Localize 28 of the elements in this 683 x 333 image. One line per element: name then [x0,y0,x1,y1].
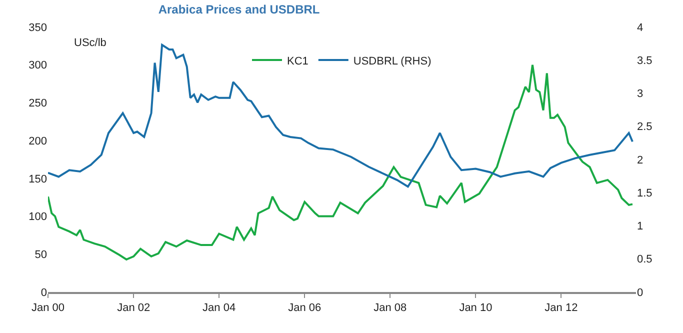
legend-label: USDBRL (RHS) [353,55,432,68]
x-tick-label: Jan 00 [31,302,65,314]
y-tick-label: 350 [28,22,47,34]
y-tick-label: 0 [40,286,47,299]
y2-tick-label: 1.5 [637,187,652,200]
y2-tick-label: 3.5 [637,54,652,67]
y2-tick-label: 2.5 [637,121,652,134]
y2-tick-label: 1 [637,220,644,233]
x-tick-label: Jan 12 [544,302,578,314]
chart-title: Arabica Prices and USDBRL [158,2,320,16]
x-tick-label: Jan 08 [374,302,407,314]
y2-tick-label: 0.5 [637,254,652,266]
y2-tick-label: 4 [637,22,644,34]
y2-tick-label: 2 [637,154,644,166]
y2-tick-label: 3 [637,88,644,100]
y-tick-label: 300 [28,60,47,72]
x-tick-label: Jan 04 [202,302,236,314]
x-tick-label: Jan 06 [288,302,322,314]
y-tick-label: 150 [28,173,47,186]
y-tick-label: 50 [34,248,47,261]
x-tick-label: Jan 10 [459,302,492,314]
y-tick-label: 100 [28,211,47,224]
legend-label: KC1 [287,55,308,68]
y-tick-label: 200 [28,135,47,148]
y2-tick-label: 0 [637,286,644,299]
y-axis-title: USc/lb [74,37,106,49]
y-tick-label: 250 [28,98,47,110]
x-tick-label: Jan 02 [117,302,150,314]
